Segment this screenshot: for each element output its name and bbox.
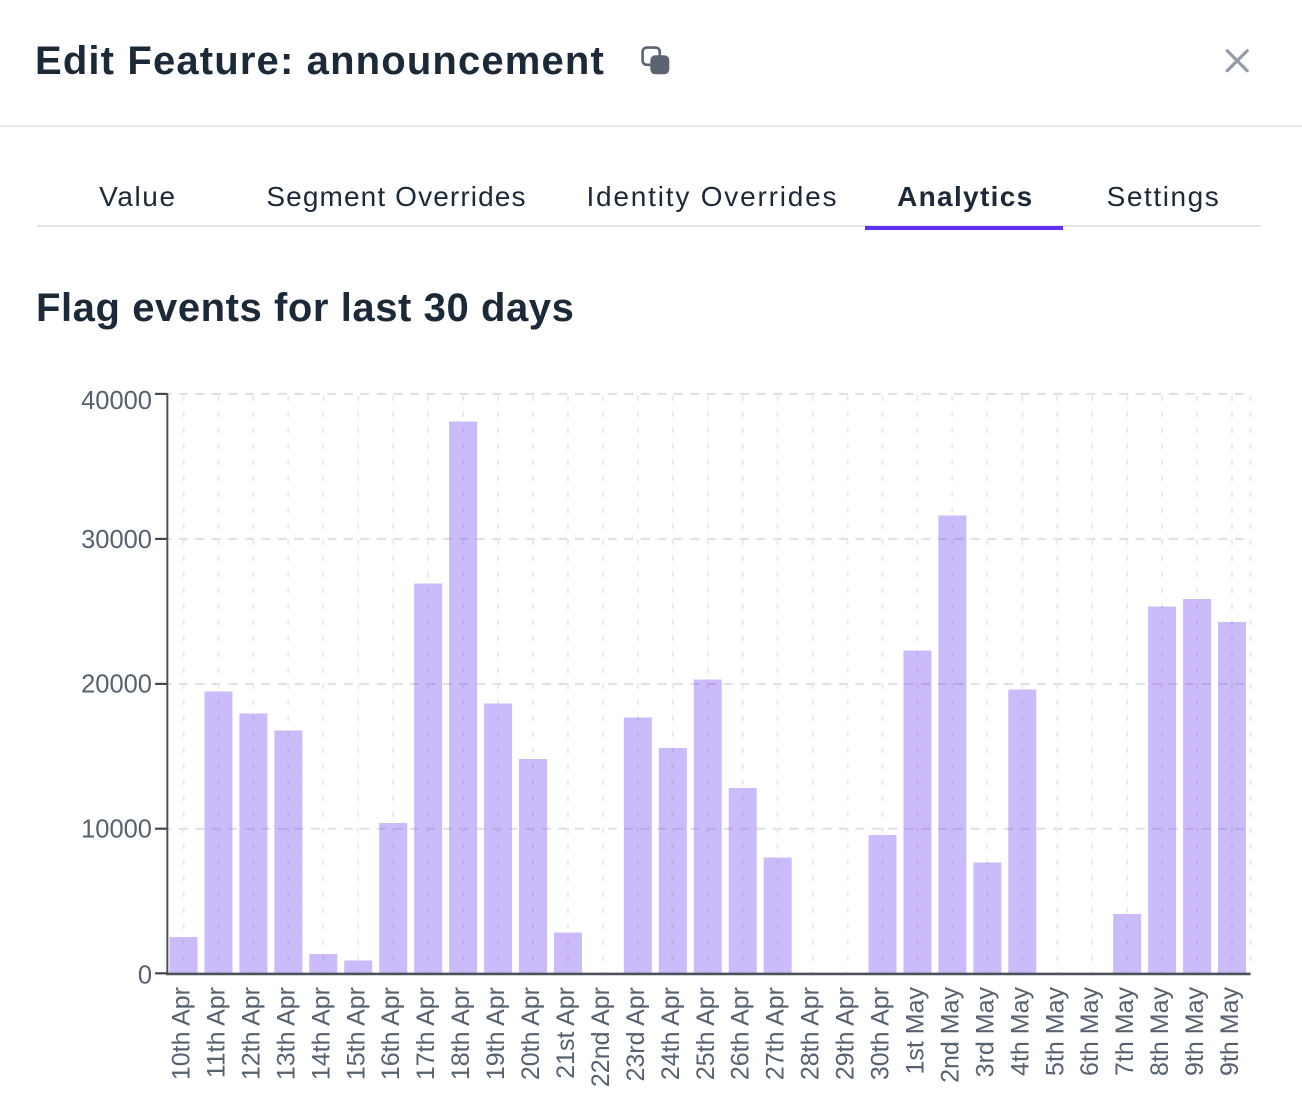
svg-text:15th Apr: 15th Apr [342,987,370,1080]
svg-text:16th Apr: 16th Apr [377,987,405,1080]
svg-text:23rd Apr: 23rd Apr [622,987,650,1082]
svg-text:19th Apr: 19th Apr [482,987,510,1080]
svg-text:22nd Apr: 22nd Apr [587,987,615,1087]
svg-text:8th May: 8th May [1146,987,1174,1076]
svg-text:12th Apr: 12th Apr [237,987,265,1080]
svg-text:3rd May: 3rd May [971,987,999,1078]
svg-text:4th May: 4th May [1006,987,1034,1076]
svg-text:20000: 20000 [81,670,152,698]
svg-text:9th May: 9th May [1181,987,1209,1076]
svg-text:24th Apr: 24th Apr [657,987,685,1080]
svg-text:30th Apr: 30th Apr [867,987,895,1080]
svg-text:11th Apr: 11th Apr [202,987,230,1078]
svg-text:25th Apr: 25th Apr [692,987,720,1080]
svg-text:27th Apr: 27th Apr [762,987,790,1080]
svg-text:0: 0 [138,961,152,989]
svg-text:2nd May: 2nd May [936,987,964,1083]
svg-text:7th May: 7th May [1111,987,1139,1076]
svg-text:6th May: 6th May [1076,987,1104,1076]
svg-text:9th May: 9th May [1216,987,1244,1076]
svg-text:1st May: 1st May [901,987,929,1075]
svg-text:28th Apr: 28th Apr [797,987,825,1080]
svg-text:26th Apr: 26th Apr [727,987,755,1080]
svg-text:29th Apr: 29th Apr [832,987,860,1080]
svg-text:10000: 10000 [81,815,152,843]
svg-text:10th Apr: 10th Apr [168,987,196,1080]
svg-text:20th Apr: 20th Apr [517,987,545,1080]
svg-text:5th May: 5th May [1041,987,1069,1076]
svg-text:17th Apr: 17th Apr [412,987,440,1080]
svg-text:30000: 30000 [81,526,152,554]
svg-text:18th Apr: 18th Apr [447,987,475,1080]
svg-text:21st Apr: 21st Apr [552,987,580,1079]
svg-text:14th Apr: 14th Apr [307,987,335,1080]
svg-text:13th Apr: 13th Apr [272,987,300,1080]
svg-text:40000: 40000 [81,387,152,415]
